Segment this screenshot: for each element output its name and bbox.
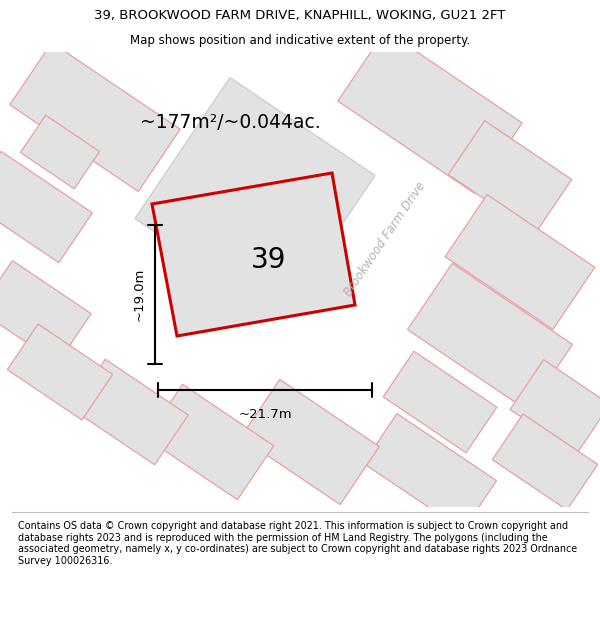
Text: Map shows position and indicative extent of the property.: Map shows position and indicative extent…	[130, 34, 470, 47]
Polygon shape	[135, 78, 375, 316]
Polygon shape	[383, 351, 497, 452]
Polygon shape	[445, 194, 595, 329]
Polygon shape	[364, 414, 497, 531]
Polygon shape	[493, 414, 598, 510]
Polygon shape	[152, 173, 355, 336]
Text: Contains OS data © Crown copyright and database right 2021. This information is : Contains OS data © Crown copyright and d…	[18, 521, 577, 566]
Text: Brookwood Farm Drive: Brookwood Farm Drive	[342, 179, 428, 299]
Polygon shape	[407, 263, 572, 411]
Text: ~19.0m: ~19.0m	[133, 268, 146, 321]
Polygon shape	[241, 379, 379, 504]
Text: ~21.7m: ~21.7m	[238, 408, 292, 421]
Polygon shape	[0, 261, 91, 363]
Polygon shape	[72, 359, 188, 465]
Polygon shape	[146, 384, 274, 500]
Text: ~177m²/~0.044ac.: ~177m²/~0.044ac.	[140, 112, 320, 131]
Text: 39, BROOKWOOD FARM DRIVE, KNAPHILL, WOKING, GU21 2FT: 39, BROOKWOOD FARM DRIVE, KNAPHILL, WOKI…	[94, 9, 506, 22]
Polygon shape	[20, 115, 100, 189]
Polygon shape	[448, 121, 572, 233]
Polygon shape	[510, 360, 600, 454]
Polygon shape	[10, 42, 180, 191]
Text: 39: 39	[251, 246, 287, 274]
Polygon shape	[0, 151, 92, 262]
Polygon shape	[338, 31, 522, 193]
Polygon shape	[7, 324, 113, 420]
